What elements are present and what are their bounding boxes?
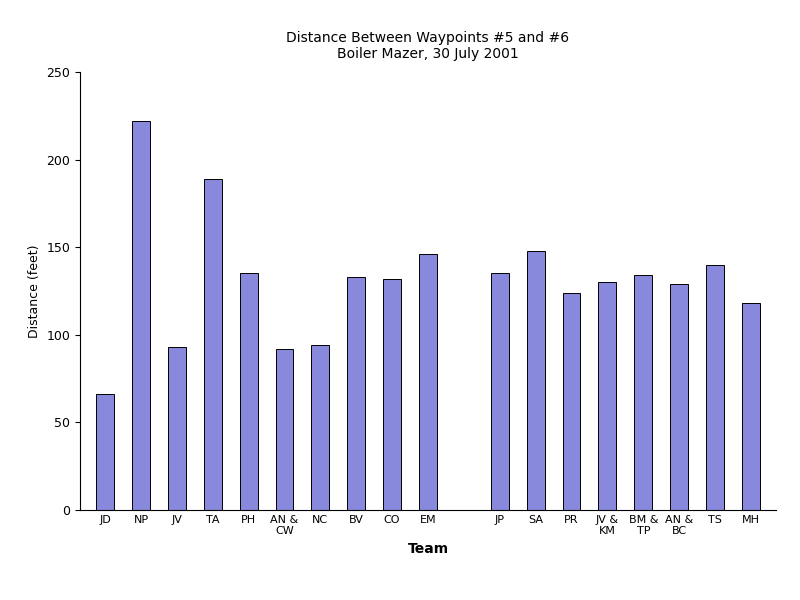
Bar	[204, 179, 222, 510]
Y-axis label: Distance (feet): Distance (feet)	[28, 244, 41, 338]
Bar	[347, 277, 366, 510]
Bar	[742, 303, 760, 510]
Bar	[562, 293, 581, 510]
Bar	[670, 284, 688, 510]
X-axis label: Team: Team	[407, 542, 449, 556]
Bar	[96, 394, 114, 510]
Title: Distance Between Waypoints #5 and #6
Boiler Mazer, 30 July 2001: Distance Between Waypoints #5 and #6 Boi…	[286, 31, 570, 61]
Bar	[706, 265, 724, 510]
Bar	[240, 274, 258, 510]
Bar	[311, 346, 330, 510]
Bar	[275, 349, 294, 510]
Bar	[419, 254, 437, 510]
Bar	[383, 279, 401, 510]
Bar	[168, 347, 186, 510]
Bar	[132, 121, 150, 510]
Bar	[526, 251, 545, 510]
Bar	[634, 275, 652, 510]
Bar	[598, 282, 616, 510]
Bar	[490, 274, 509, 510]
